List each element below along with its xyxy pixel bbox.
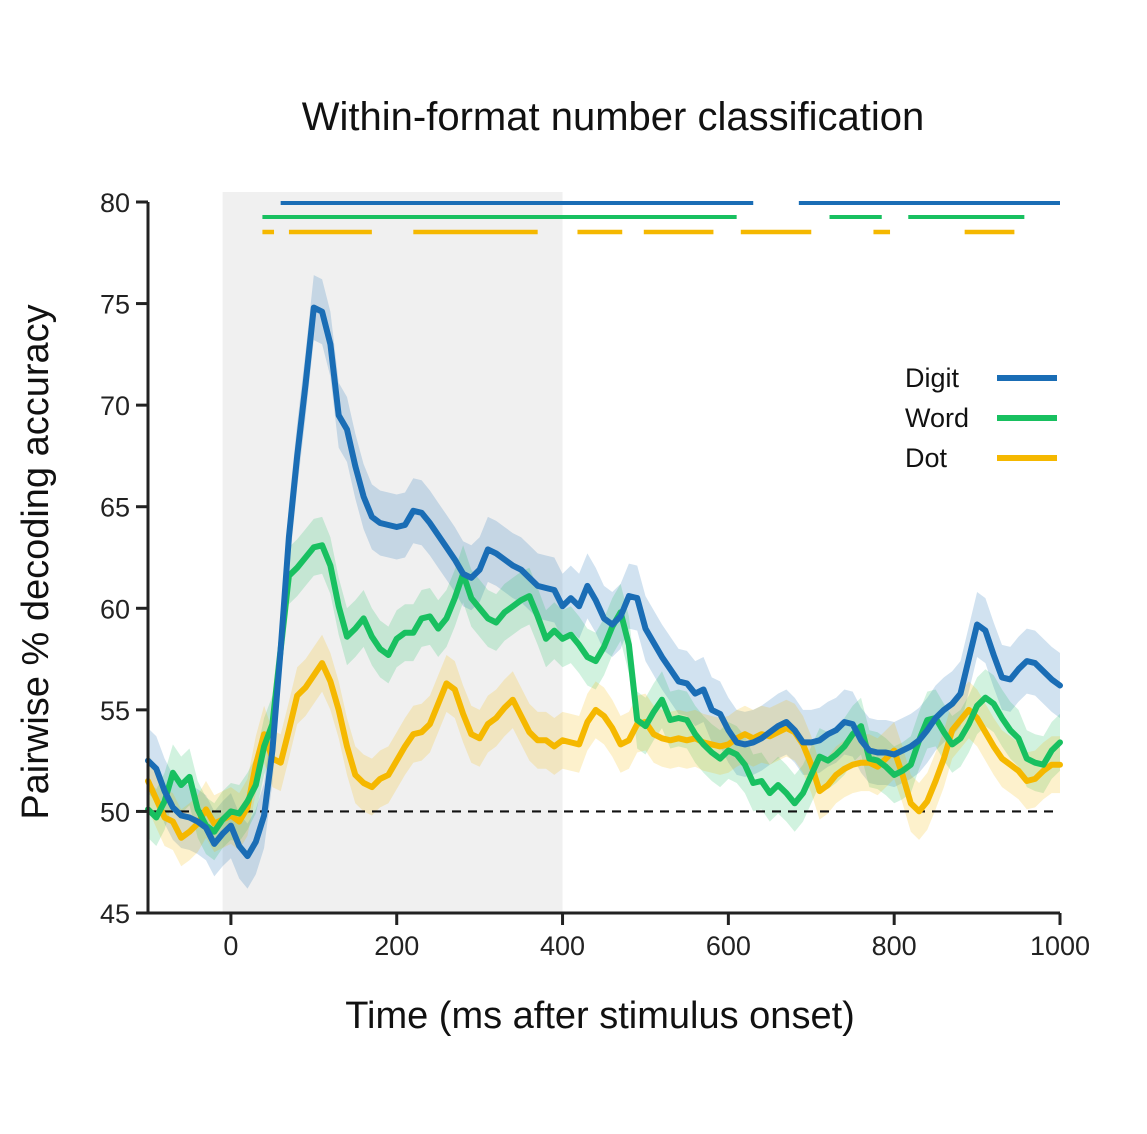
x-axis-label: Time (ms after stimulus onset) bbox=[345, 995, 855, 1037]
y-tick-label: 75 bbox=[100, 290, 130, 320]
y-tick-label: 80 bbox=[100, 188, 130, 218]
legend-label-dot: Dot bbox=[905, 443, 948, 473]
x-tick-label: 400 bbox=[540, 931, 585, 961]
x-tick-label: 600 bbox=[706, 931, 751, 961]
legend: Digit Word Dot bbox=[905, 363, 1057, 473]
band-dot bbox=[148, 634, 1060, 867]
y-tick-label: 50 bbox=[100, 797, 130, 827]
x-tick-label: 1000 bbox=[1030, 931, 1090, 961]
y-tick-label: 65 bbox=[100, 493, 130, 523]
band-word bbox=[148, 516, 1060, 861]
x-tick-label: 800 bbox=[872, 931, 917, 961]
x-tick-label: 0 bbox=[223, 931, 238, 961]
y-tick-label: 60 bbox=[100, 594, 130, 624]
stimulus-window-shading bbox=[222, 192, 563, 913]
series-lines bbox=[145, 304, 1063, 860]
line-dot bbox=[145, 660, 1063, 841]
y-axis-label: Pairwise % decoding accuracy bbox=[15, 304, 57, 819]
legend-label-digit: Digit bbox=[905, 363, 960, 393]
x-tick-label: 200 bbox=[374, 931, 419, 961]
line-digit bbox=[145, 304, 1063, 860]
axes bbox=[146, 202, 1060, 915]
significance-bars bbox=[262, 201, 1060, 235]
line-word bbox=[145, 542, 1063, 835]
y-tick-label: 70 bbox=[100, 391, 130, 421]
y-tick-label: 45 bbox=[100, 899, 130, 929]
legend-label-word: Word bbox=[905, 403, 969, 433]
chart-title: Within-format number classification bbox=[302, 95, 924, 139]
y-tick-label: 55 bbox=[100, 696, 130, 726]
